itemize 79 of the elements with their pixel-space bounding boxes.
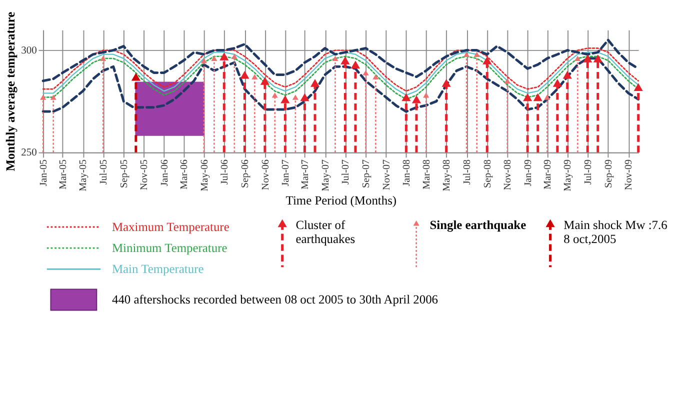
x-tick-label: Sep-06	[240, 160, 252, 188]
point	[350, 60, 360, 68]
x-tick-label: Nov-09	[624, 160, 635, 190]
point	[50, 94, 56, 100]
point	[533, 93, 542, 102]
x-tick-label: Mar-07	[300, 160, 312, 190]
point	[482, 56, 492, 64]
x-tick-label: May-06	[199, 160, 210, 192]
x-axis-title: Time Period (Months)	[286, 194, 397, 208]
x-tick-label: May-07	[320, 160, 332, 192]
point	[464, 52, 470, 57]
x-tick-label: Mar-06	[179, 160, 190, 190]
x-tick-label: Jan-05	[38, 160, 50, 186]
point	[474, 52, 480, 57]
x-tick-label: Nov-06	[260, 160, 272, 190]
point	[100, 56, 106, 62]
x-tick-label: Jul-08	[462, 160, 473, 185]
y-axis-title: Monthly average temperature	[3, 11, 18, 172]
point	[574, 56, 581, 62]
point	[442, 79, 451, 87]
x-tick-label: Jul-05	[98, 160, 110, 185]
x-tick-label: Sep-05	[119, 160, 130, 188]
point	[362, 70, 369, 76]
x-tick-label: May-09	[562, 160, 574, 192]
point	[504, 78, 510, 84]
point	[300, 93, 310, 102]
x-tick-label: Jan-08	[402, 160, 413, 186]
point	[523, 93, 532, 102]
x-tick-label: Sep-09	[603, 160, 614, 188]
x-tick-label: May-08	[442, 160, 453, 192]
x-tick-label: Nov-08	[502, 160, 514, 190]
legend-label: Maximum Temperature	[112, 220, 230, 234]
point	[562, 70, 572, 79]
x-tick-label: Jul-07	[340, 160, 352, 185]
point	[40, 94, 46, 100]
legend-label: Main shock Mw :7.6 8 oct,2005	[564, 218, 668, 246]
x-tick-label: Sep-07	[361, 160, 372, 188]
point	[310, 79, 320, 87]
legend-label: Cluster of earthquakes	[296, 218, 356, 246]
point	[200, 58, 207, 64]
point	[220, 52, 229, 60]
legend-label: Minimum Temperature	[112, 240, 228, 255]
point	[272, 92, 278, 98]
point	[231, 54, 238, 60]
point	[583, 54, 592, 62]
point	[593, 54, 602, 62]
point	[340, 56, 350, 64]
point	[240, 70, 250, 79]
point	[634, 83, 643, 91]
x-tick-label: Mar-09	[542, 160, 554, 190]
point	[402, 93, 411, 102]
x-tick-label: May-05	[78, 160, 90, 192]
x-tick-label: Nov-05	[139, 160, 150, 190]
point	[332, 56, 338, 62]
x-tick-label: Sep-08	[482, 160, 494, 188]
x-tick-label: Jan-09	[522, 160, 534, 186]
x-tick-label: Jan-07	[280, 160, 292, 186]
y-tick-label: 300	[21, 46, 37, 57]
x-tick-label: Jan-06	[159, 160, 170, 186]
legend-label: 440 aftershocks recorded between 08 oct 2005 to 30th April 2006	[112, 292, 438, 307]
point	[211, 56, 218, 62]
point	[552, 79, 562, 87]
x-tick-label: Jul-09	[582, 160, 594, 185]
y-tick-label: 250	[21, 148, 37, 159]
x-tick-label: Mar-08	[421, 160, 432, 190]
point	[544, 94, 550, 100]
point	[260, 76, 270, 85]
point	[280, 95, 290, 104]
x-tick-label: Jul-06	[219, 160, 230, 185]
point	[412, 95, 422, 104]
point	[252, 74, 258, 80]
point	[131, 72, 140, 81]
x-tick-label: Nov-07	[381, 160, 392, 190]
point	[292, 94, 298, 100]
point	[372, 74, 379, 80]
legend-label: Main Temperature	[112, 262, 204, 276]
x-tick-label: Mar-05	[58, 160, 69, 190]
point	[423, 92, 430, 98]
legend-label: Single earthquake	[430, 218, 527, 232]
